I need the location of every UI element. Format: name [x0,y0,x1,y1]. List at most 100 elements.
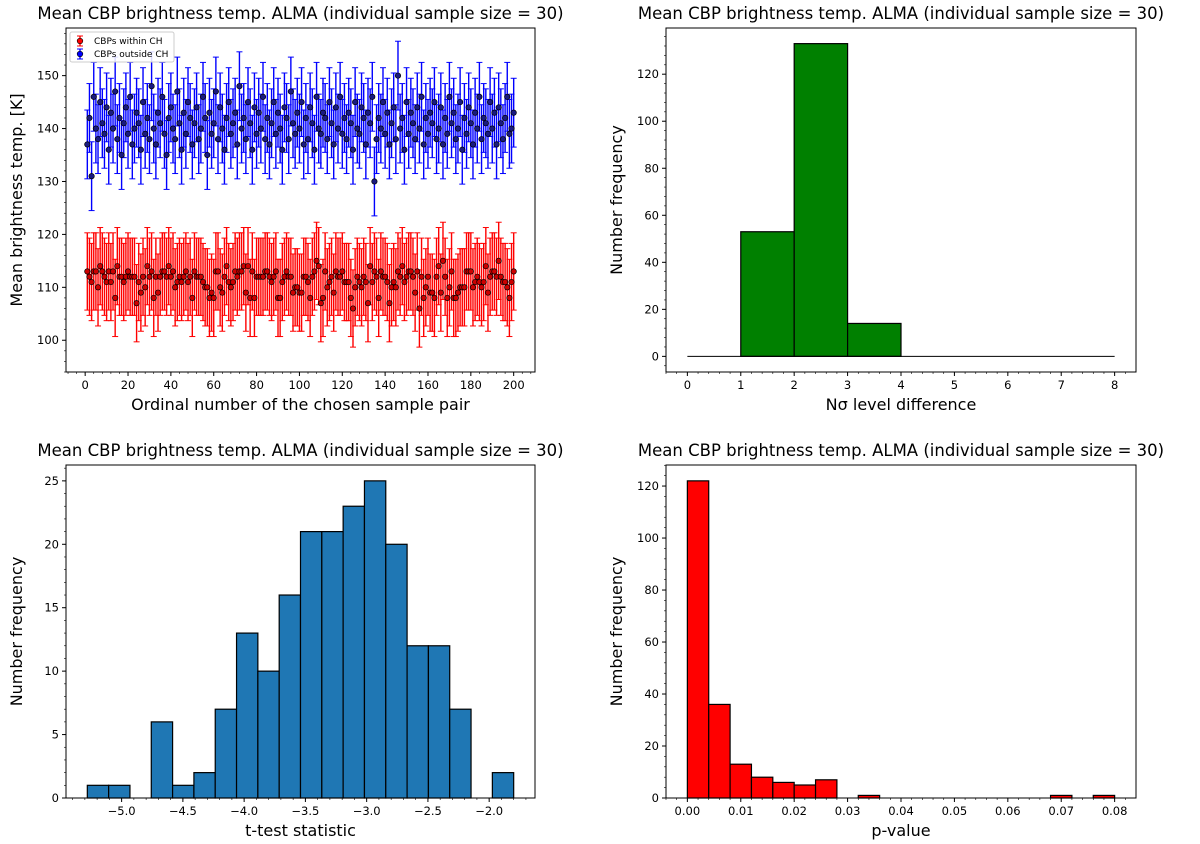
x-tick-label: 120 [331,378,353,392]
x-tick-label: 6 [1004,378,1011,392]
data-point [444,294,451,301]
data-point [172,136,179,143]
data-point [480,114,487,122]
data-point [287,273,294,280]
y-tick-label: 130 [37,174,59,188]
y-tick-label: 100 [37,333,59,347]
data-point [439,257,447,264]
data-point [403,273,410,280]
data-point [210,120,217,127]
histogram-bar [750,776,774,799]
data-point [480,278,487,286]
data-point [283,268,290,275]
data-point [251,104,258,111]
data-point [268,120,275,127]
data-point [352,99,359,106]
data-point [195,136,202,143]
y-tick-label: 100 [637,531,659,545]
histogram-bar [171,784,195,799]
data-point [463,130,470,137]
y-tick-label: 0 [52,791,59,805]
data-point [90,93,97,100]
data-point [497,120,504,127]
chart-title: Mean CBP brightness temp. ALMA (individu… [638,4,1164,23]
data-point [322,268,329,275]
y-tick-label: 100 [637,114,659,128]
data-point [240,114,247,122]
x-tick-label: 100 [288,378,310,392]
data-point [107,109,114,116]
axes-frame [665,27,1137,373]
data-point [332,268,339,275]
data-point [510,109,517,116]
data-point [176,120,183,127]
y-tick-label: 140 [37,122,59,136]
data-point [328,120,335,127]
data-point [191,120,198,127]
y-tick-label: 60 [644,208,659,222]
data-point [431,99,438,106]
data-point [238,268,245,275]
data-point [339,268,346,275]
data-point [97,263,104,270]
data-point [264,114,271,122]
data-point [294,284,301,291]
data-point [105,146,112,153]
data-point [298,99,305,106]
data-point [482,120,489,127]
data-point [169,125,177,132]
data-point [446,93,453,100]
data-point [375,294,382,301]
data-point [341,114,348,122]
data-point [317,130,324,137]
x-tick-label: 180 [460,378,482,392]
data-point [210,294,217,301]
x-tick-label: −2.0 [475,804,503,818]
histogram-bar [793,43,849,357]
chart-title: Mean CBP brightness temp. ALMA (individu… [638,441,1164,460]
data-point [247,120,254,127]
data-point [369,93,376,100]
data-point [484,130,492,137]
data-point [283,114,290,122]
data-point [191,268,198,275]
data-point [229,120,237,127]
data-point [311,146,318,153]
data-point [296,125,303,132]
data-point [407,109,414,116]
data-point [150,294,157,301]
data-point [407,268,414,275]
data-point [285,136,292,143]
y-tick-label: 25 [44,474,59,488]
data-point [146,273,153,280]
data-point [219,125,226,132]
data-point [292,130,299,137]
data-point [99,268,106,275]
data-point [469,141,477,148]
data-point [127,93,134,100]
y-tick-label: 110 [37,280,59,294]
data-point [221,146,228,153]
data-point [345,109,352,116]
data-point [289,120,297,127]
data-point [345,278,352,286]
data-point [450,109,457,116]
data-point [148,268,155,275]
data-point [418,93,425,100]
data-point [315,125,322,132]
legend-marker [76,50,84,58]
histogram-bar [385,543,408,799]
data-point [223,263,230,270]
data-point [242,289,249,296]
data-point [390,278,397,286]
chart-title: Mean CBP brightness temp. ALMA (individu… [37,441,563,460]
data-point [184,99,192,106]
histogram-bar [740,231,795,357]
data-point [377,268,384,275]
data-point [148,83,155,90]
data-point [362,141,369,148]
data-point [390,104,397,111]
data-point [334,125,342,132]
data-point [97,99,104,106]
data-point [165,114,172,122]
